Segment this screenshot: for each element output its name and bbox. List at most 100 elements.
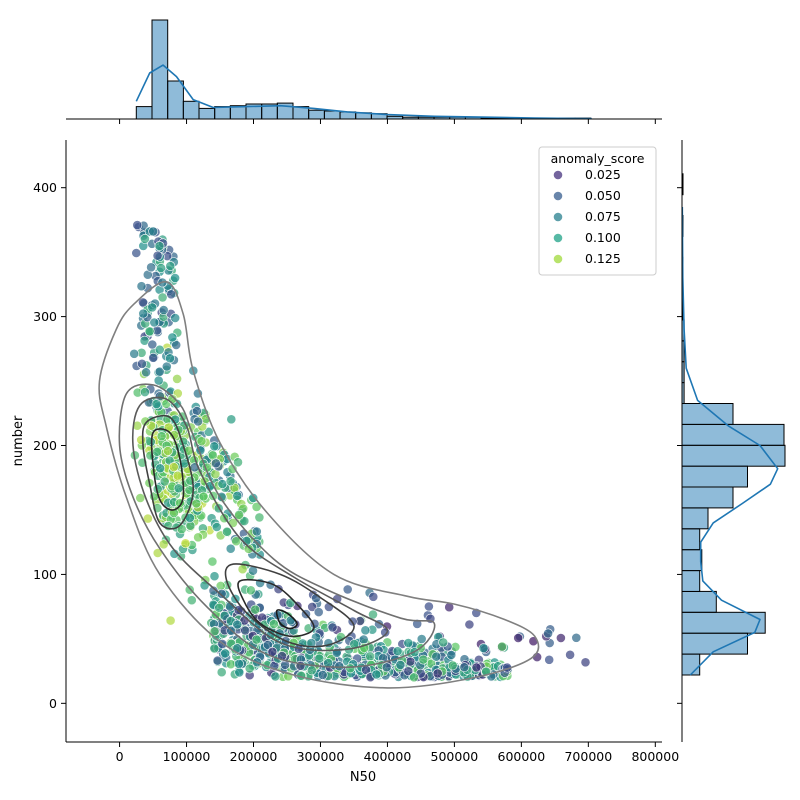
scatter-point — [544, 654, 555, 665]
x-tick-label: 500000 — [431, 749, 479, 764]
scatter-point — [580, 657, 591, 668]
scatter-point — [471, 662, 482, 673]
top-kde-line — [135, 64, 592, 120]
scatter-point — [234, 509, 244, 520]
scatter-point — [180, 538, 191, 549]
scatter-point — [250, 604, 261, 615]
scatter-point — [231, 536, 242, 547]
scatter-point — [148, 352, 159, 363]
right-histogram-bar — [681, 403, 734, 425]
scatter-point — [159, 476, 170, 487]
scatter-point — [220, 648, 231, 659]
scatter-point — [446, 650, 457, 660]
scatter-point — [166, 289, 177, 300]
scatter-point — [167, 332, 178, 343]
x-tick-label: 400000 — [364, 749, 412, 764]
right-histogram-bar — [681, 423, 785, 446]
scatter-point — [147, 339, 158, 350]
right-histogram-bar — [681, 653, 701, 676]
scatter-point — [152, 446, 162, 457]
scatter-point — [431, 651, 442, 662]
scatter-point — [268, 619, 279, 629]
scatter-point — [191, 406, 202, 416]
legend-label: 0.100 — [585, 230, 621, 245]
scatter-point — [314, 653, 325, 664]
x-tick-label: 0 — [116, 749, 124, 764]
legend-marker — [553, 212, 563, 222]
scatter-point — [168, 462, 179, 472]
scatter-point — [423, 601, 434, 612]
scatter-point — [233, 457, 243, 468]
scatter-point — [136, 281, 147, 292]
scatter-point — [129, 348, 140, 359]
scatter-point — [556, 633, 566, 643]
scatter-point — [405, 656, 416, 667]
scatter-point — [226, 414, 237, 425]
scatter-point — [154, 344, 165, 355]
scatter-point — [216, 667, 227, 678]
scatter-point — [138, 297, 148, 308]
top-histogram-bar — [182, 100, 200, 120]
right-histogram-bar — [681, 590, 717, 613]
legend-box — [538, 146, 657, 276]
scatter-point — [248, 493, 259, 503]
scatter-point — [232, 619, 243, 630]
kde-contour-line — [131, 396, 389, 652]
right-histogram-bar — [681, 528, 701, 551]
scatter-point — [438, 637, 449, 648]
scatter-point — [172, 373, 182, 384]
scatter-point — [368, 591, 379, 602]
scatter-point — [513, 633, 524, 643]
scatter-point — [158, 539, 169, 550]
y-tick-label: 200 — [33, 438, 57, 453]
scatter-point — [216, 588, 227, 599]
scatter-point — [154, 241, 165, 251]
scatter-point — [251, 634, 262, 645]
legend-marker — [553, 254, 563, 264]
scatter-point — [170, 273, 180, 283]
top-histogram-bar — [214, 106, 231, 120]
scatter-point — [141, 367, 151, 378]
scatter-point — [203, 426, 214, 437]
scatter-point — [225, 659, 236, 670]
scatter-point — [135, 493, 146, 503]
scatter-point — [234, 658, 244, 669]
scatter-point — [334, 661, 345, 672]
legend-label: 0.050 — [585, 188, 621, 203]
scatter-point — [196, 436, 207, 447]
scatter-point — [157, 292, 168, 303]
x-axis-title: N50 — [350, 770, 376, 785]
scatter-point — [285, 615, 296, 626]
scatter-point — [565, 649, 575, 660]
scatter-point — [270, 671, 281, 682]
scatter-point — [327, 622, 338, 633]
scatter-point — [144, 326, 155, 337]
scatter-point — [237, 564, 248, 575]
scatter-point — [497, 641, 507, 652]
top-histogram-bar — [135, 106, 153, 120]
scatter-point — [209, 626, 220, 637]
scatter-point — [152, 250, 163, 261]
scatter-point — [416, 634, 427, 644]
scatter-point — [148, 226, 159, 237]
scatter-point — [140, 416, 151, 427]
top-histogram-bar — [323, 110, 341, 120]
scatter-point — [138, 308, 149, 319]
scatter-point — [151, 399, 162, 409]
y-tick-label: 300 — [33, 309, 57, 324]
scatter-point — [153, 375, 164, 386]
scatter-point — [225, 476, 236, 487]
kde-contour-line — [141, 414, 195, 530]
scatter-point — [395, 660, 406, 670]
scatter-point — [306, 638, 317, 648]
scatter-point — [307, 602, 318, 612]
kde-contours — [98, 280, 540, 689]
scatter-point — [234, 667, 245, 678]
legend-label: 0.025 — [585, 167, 621, 182]
scatter-point — [459, 662, 470, 673]
scatter-point — [132, 220, 143, 230]
scatter-point — [161, 361, 172, 372]
kde-contour-line — [98, 280, 540, 689]
x-tick-label: 100000 — [163, 749, 211, 764]
